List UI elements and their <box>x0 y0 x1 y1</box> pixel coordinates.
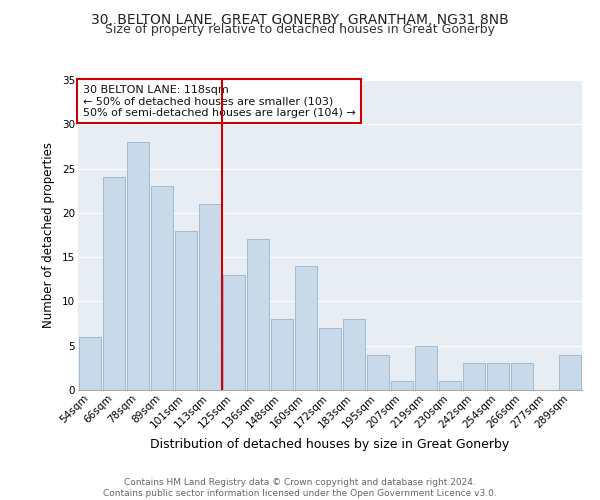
Bar <box>391 381 413 390</box>
Bar <box>223 275 245 390</box>
Bar <box>103 178 125 390</box>
Text: 30, BELTON LANE, GREAT GONERBY, GRANTHAM, NG31 8NB: 30, BELTON LANE, GREAT GONERBY, GRANTHAM… <box>91 12 509 26</box>
Bar <box>487 364 509 390</box>
Text: Contains HM Land Registry data © Crown copyright and database right 2024.
Contai: Contains HM Land Registry data © Crown c… <box>103 478 497 498</box>
Bar <box>319 328 341 390</box>
Bar <box>367 354 389 390</box>
Bar <box>295 266 317 390</box>
Bar <box>79 337 101 390</box>
Bar <box>271 319 293 390</box>
Bar <box>559 354 581 390</box>
Bar <box>247 240 269 390</box>
Text: Size of property relative to detached houses in Great Gonerby: Size of property relative to detached ho… <box>105 22 495 36</box>
Bar <box>151 186 173 390</box>
Bar <box>415 346 437 390</box>
Bar <box>175 230 197 390</box>
X-axis label: Distribution of detached houses by size in Great Gonerby: Distribution of detached houses by size … <box>151 438 509 451</box>
Bar <box>463 364 485 390</box>
Bar <box>343 319 365 390</box>
Bar <box>127 142 149 390</box>
Bar <box>511 364 533 390</box>
Text: 30 BELTON LANE: 118sqm
← 50% of detached houses are smaller (103)
50% of semi-de: 30 BELTON LANE: 118sqm ← 50% of detached… <box>83 84 356 118</box>
Bar <box>439 381 461 390</box>
Bar <box>199 204 221 390</box>
Y-axis label: Number of detached properties: Number of detached properties <box>42 142 55 328</box>
